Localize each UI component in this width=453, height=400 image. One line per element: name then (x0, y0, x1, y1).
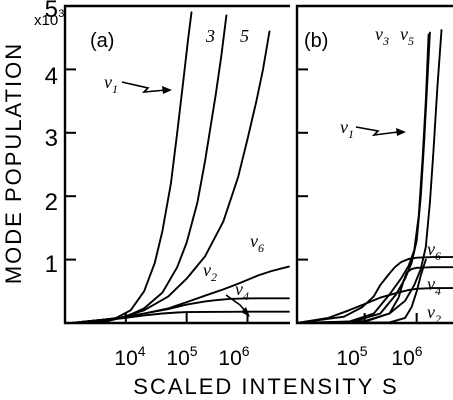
curve-b-nu6 (296, 256, 453, 324)
y-tick-label-3: 3 (45, 125, 58, 152)
x-tick-label-a-1e6: 106 (218, 343, 249, 370)
curve-label-b-nu4: ν4 (427, 274, 441, 298)
x-tick-label-b-1e5: 105 (336, 343, 367, 370)
curve-b-nu4 (296, 266, 453, 324)
curve-label-a-nu1: ν1 (104, 72, 118, 96)
nu1-arrow-b-head (396, 128, 406, 136)
curve-b-nu3 (296, 31, 431, 324)
x-axis-title: SCALED INTENSITY S (133, 374, 398, 399)
curve-label-a-5: 5 (240, 26, 249, 46)
curve-label-b-nu3: ν3 (375, 24, 389, 48)
y-multiplier: x103 (34, 8, 64, 29)
x-tick-label-b-1e6: 106 (391, 343, 422, 370)
curve-a-5 (70, 30, 271, 324)
nu4-arrow-a-head (241, 307, 250, 317)
panel-b-label: (b) (304, 30, 328, 52)
curve-label-b-nu5: ν5 (400, 24, 414, 48)
curve-label-b-nu2: ν2 (427, 302, 441, 326)
nu1-arrow-b (355, 126, 399, 137)
x-tick-label-a-1e4: 104 (114, 343, 145, 370)
curve-label-b-nu1: ν1 (340, 117, 354, 141)
curve-label-a-nu6: ν6 (250, 231, 264, 255)
y-tick-label-5: 5 (45, 0, 58, 23)
panel-a-frame (63, 4, 290, 325)
nu1-arrow-a (121, 81, 167, 93)
curve-label-a-3: 3 (205, 26, 215, 46)
curve-a-nu4 (70, 310, 290, 324)
curve-b-nu2 (296, 287, 453, 324)
y-tick-label-1: 1 (45, 251, 58, 278)
y-tick-label-4: 4 (45, 63, 58, 90)
x-tick-label-a-1e5: 105 (166, 343, 197, 370)
curve-b-rising (296, 258, 427, 324)
panel-a-label: (a) (90, 30, 114, 52)
y-tick-label-2: 2 (45, 189, 58, 216)
nu1-arrow-a-head (162, 86, 172, 94)
curve-label-a-nu2: ν2 (203, 260, 217, 284)
curve-a-nu6 (70, 265, 290, 324)
curve-b-nu1 (296, 33, 430, 324)
curve-a-nu1 (70, 11, 193, 324)
curve-a-nu2 (70, 297, 290, 324)
y-axis-title: MODE POPULATION (1, 42, 26, 284)
curves (70, 11, 453, 324)
curve-label-b-nu6: ν6 (427, 239, 441, 263)
curve-label-a-nu4: ν4 (235, 279, 249, 303)
